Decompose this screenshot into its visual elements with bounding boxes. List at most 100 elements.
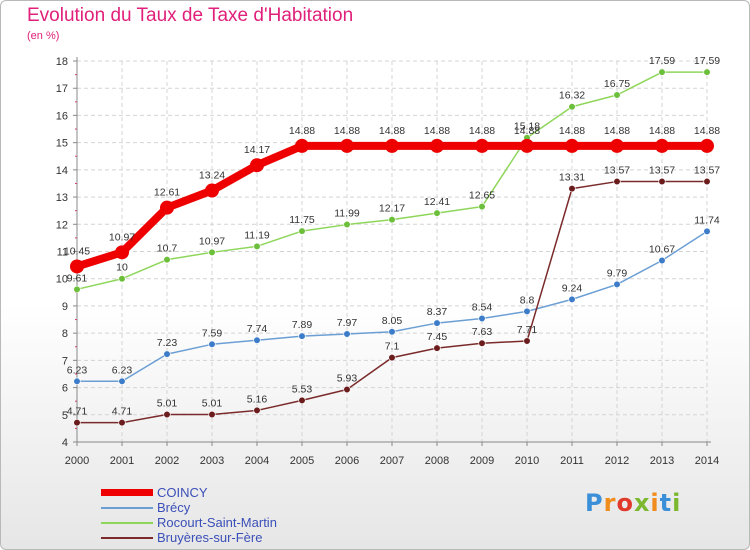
series-point (118, 419, 126, 427)
data-label: 14.88 (289, 125, 315, 137)
series-point (568, 103, 576, 111)
x-tick-label: 2012 (605, 455, 629, 467)
data-label: 9.61 (67, 272, 88, 284)
data-label: 14.17 (244, 144, 270, 156)
data-label: 12.41 (424, 196, 450, 208)
data-label: 14.88 (559, 125, 585, 137)
series-point (118, 377, 126, 385)
logo-letter: x (633, 489, 651, 517)
proxiti-logo: Proxiti (585, 489, 681, 517)
series-point (118, 275, 126, 283)
data-label: 11.99 (334, 208, 360, 220)
data-label: 6.23 (112, 364, 133, 376)
series-point (208, 248, 216, 256)
data-label: 10.97 (109, 231, 135, 243)
series-point (523, 337, 531, 345)
series-point (208, 410, 216, 419)
series-point (340, 138, 354, 153)
series-point (298, 332, 306, 340)
data-label: 7.97 (337, 317, 358, 329)
data-label: 6.23 (67, 364, 88, 376)
y-tick-label: 12 (56, 219, 68, 231)
series-point (298, 396, 306, 404)
series-point (613, 280, 621, 289)
data-label: 8.54 (472, 301, 493, 313)
x-tick-label: 2011 (560, 455, 584, 467)
series-point (613, 91, 621, 99)
data-label: 13.31 (559, 172, 585, 184)
data-label: 10.97 (199, 235, 225, 247)
data-label: 16.75 (604, 78, 630, 90)
series-point (565, 138, 579, 153)
series-point (655, 138, 669, 153)
legend-label: Brécy (157, 500, 191, 515)
series-point (295, 138, 309, 153)
data-label: 14.88 (604, 125, 630, 137)
data-label: 8.8 (520, 294, 535, 306)
data-label: 7.74 (247, 323, 268, 335)
data-label: 14.88 (379, 125, 405, 137)
y-tick-label: 10 (56, 274, 68, 286)
series-point (388, 354, 396, 362)
series-point (343, 220, 351, 229)
data-label: 14.88 (514, 125, 540, 137)
series-point (478, 339, 486, 347)
series-point (523, 307, 531, 315)
data-label: 10.45 (64, 245, 90, 257)
series-point (343, 385, 351, 394)
series-point (388, 328, 396, 336)
series-point (343, 330, 351, 338)
x-tick-label: 2007 (380, 455, 404, 467)
data-label: 5.01 (157, 398, 178, 410)
data-label: 13.57 (694, 165, 720, 177)
y-tick-label: 13 (56, 192, 68, 204)
data-label: 12.17 (379, 203, 405, 215)
series-point (163, 410, 171, 419)
series-lines (70, 68, 714, 427)
x-tick-label: 2009 (470, 455, 494, 467)
series-point (658, 256, 666, 265)
series-point (658, 177, 666, 186)
data-labels: 10.45 10.97 12.61 13.24 14.17 14.88 14.88 14.88… (64, 55, 720, 418)
logo-letter: i (650, 489, 660, 517)
logo-letter: P (585, 489, 604, 517)
data-label: 13.57 (604, 165, 630, 177)
legend-swatch (101, 537, 153, 539)
y-tick-label: 5 (62, 410, 68, 422)
series-point (250, 158, 264, 173)
series-br-cy (73, 227, 711, 385)
legend-swatch (101, 489, 153, 496)
series-point (433, 344, 441, 352)
legend-label: Bruyères-sur-Fère (157, 530, 263, 545)
data-label: 15.18 (514, 121, 540, 133)
data-label: 17.59 (694, 55, 720, 67)
series-point (73, 285, 81, 293)
data-label: 10.7 (157, 243, 178, 255)
axes: 4 5 6 7 8 9 10 11 12 13 14 15 16 17 18 2000 2001 2002 2003… (56, 56, 719, 467)
logo-letter: o (616, 489, 634, 517)
series-point (253, 406, 261, 415)
data-label: 11.74 (694, 214, 720, 226)
series-bruy-res-sur-f-re (73, 177, 711, 427)
data-label: 14.88 (424, 125, 450, 137)
y-tick-label: 14 (56, 165, 68, 177)
chart-unit-label: (en %) (27, 30, 60, 42)
data-label: 8.05 (382, 315, 403, 327)
series-point (613, 177, 621, 186)
series-point (73, 419, 81, 427)
series-point (205, 183, 219, 198)
series-point (73, 377, 81, 385)
series-point (115, 245, 129, 260)
data-label: 12.65 (469, 190, 495, 202)
y-tick-label: 9 (62, 301, 68, 313)
y-tick-label: 6 (62, 383, 68, 395)
data-label: 4.71 (67, 406, 88, 418)
x-tick-label: 2000 (65, 455, 89, 467)
data-label: 8.37 (427, 306, 448, 318)
data-label: 14.88 (694, 125, 720, 137)
series-point (520, 138, 534, 153)
series-point (253, 336, 261, 344)
series-point (163, 256, 171, 264)
